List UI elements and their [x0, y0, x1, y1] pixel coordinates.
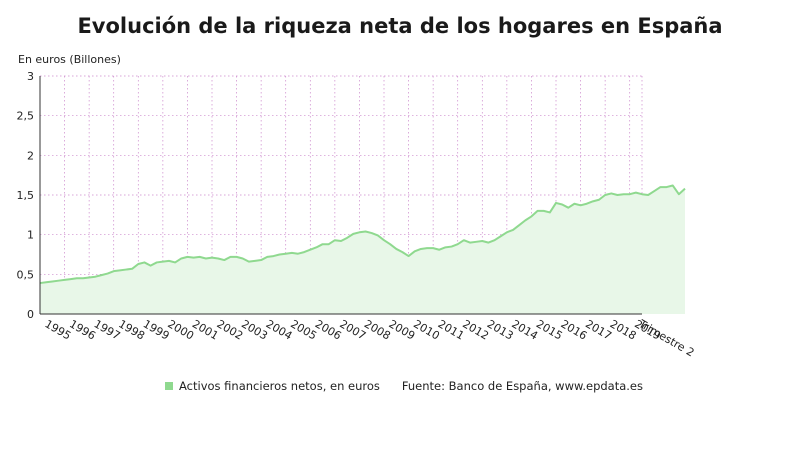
- y-tick-label: 0,5: [17, 268, 35, 281]
- x-tick-label: 2013: [485, 317, 516, 342]
- x-tick-label: 2005: [288, 317, 319, 342]
- x-tick-label: 2018: [608, 317, 639, 342]
- legend: Activos financieros netos, en euros Fuen…: [165, 379, 643, 393]
- y-tick-label: 2: [27, 149, 34, 162]
- x-tick-label: 2000: [165, 317, 196, 342]
- x-tick-label: 2016: [559, 317, 590, 342]
- x-tick-label: 2003: [239, 317, 270, 342]
- x-tick-label: 2012: [460, 317, 491, 342]
- x-tick-label: 2007: [337, 317, 368, 342]
- x-tick-label: 2006: [313, 317, 344, 342]
- chart-title: Evolución de la riqueza neta de los hoga…: [77, 14, 723, 38]
- y-axis-label: En euros (Billones): [18, 53, 121, 66]
- x-tick-label: 2014: [509, 317, 540, 342]
- x-tick-label: 2008: [362, 317, 393, 342]
- source-note: Fuente: Banco de España, www.epdata.es: [401, 379, 643, 393]
- legend-swatch: [165, 382, 173, 390]
- x-tick-label: 2017: [583, 317, 614, 342]
- series-area-fill: [40, 185, 685, 314]
- x-tick-label: 2010: [411, 317, 442, 342]
- x-tick-label: 2001: [190, 317, 221, 342]
- x-tick-label: 1998: [116, 317, 147, 342]
- x-tick-label: 1999: [141, 317, 172, 342]
- x-tick-label: 2009: [387, 317, 418, 342]
- y-tick-label: 1,5: [17, 189, 35, 202]
- x-tick-label: 2002: [215, 317, 246, 342]
- legend-series-label: Activos financieros netos, en euros: [179, 379, 380, 393]
- y-tick-label: 1: [27, 229, 34, 242]
- x-tick-label: 2004: [264, 317, 295, 342]
- series-line: [39, 184, 686, 285]
- y-tick-label: 3: [27, 70, 34, 83]
- x-tick-label: 1997: [92, 317, 123, 342]
- y-tick-label: 0: [27, 308, 34, 321]
- x-tick-label: 1995: [43, 317, 74, 342]
- x-tick-label: 2011: [436, 317, 467, 342]
- y-tick-label: 2,5: [17, 110, 35, 123]
- x-tick-label: 1996: [67, 317, 98, 342]
- x-tick-label: 2015: [534, 317, 565, 342]
- x-tick-label: Trimestre 2: [636, 317, 697, 360]
